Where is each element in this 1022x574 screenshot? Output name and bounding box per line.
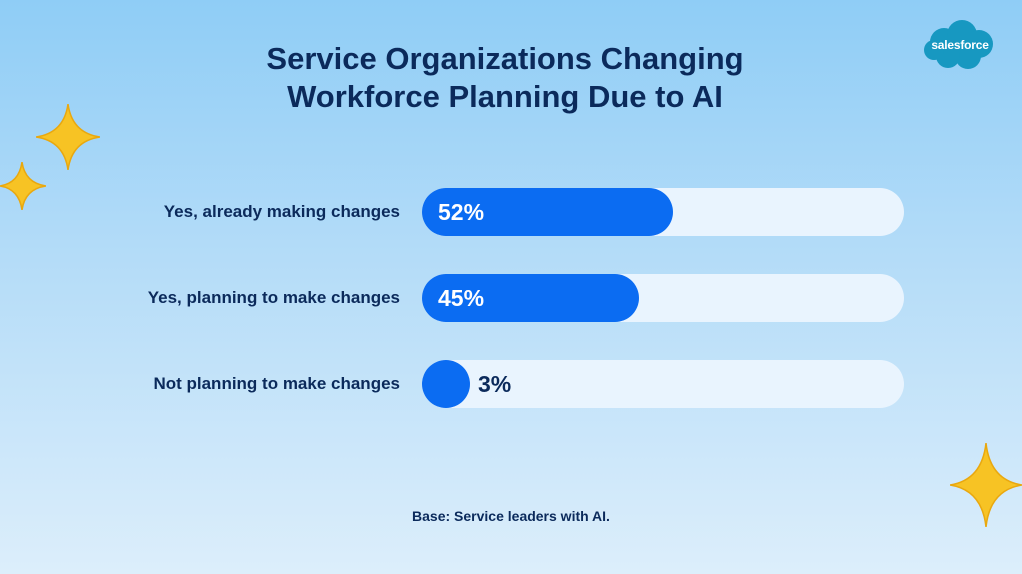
sparkle-icon [950,443,1022,527]
bar-track: 52% [422,188,904,236]
sparkle-icon [0,162,46,210]
bar [422,274,639,322]
chart-title-line-1: Service Organizations Changing [266,41,744,76]
value-label: 3% [478,371,512,397]
category-label: Not planning to make changes [153,374,400,393]
bar-track: 3% [422,360,904,408]
bar-track: 45% [422,274,904,322]
salesforce-cloud-logo [924,20,993,69]
value-label: 52% [438,199,485,225]
category-label: Yes, already making changes [163,202,400,221]
bar [422,188,673,236]
chart-title: Service Organizations Changing Workforce… [0,40,1010,116]
bar [422,360,470,408]
category-label: Yes, planning to make changes [147,288,400,307]
salesforce-logo-text: salesforce [931,38,989,52]
sparkle-icon [36,104,100,170]
value-label: 45% [438,285,485,311]
chart-title-line-2: Workforce Planning Due to AI [287,79,723,114]
footnote: Base: Service leaders with AI. [412,508,610,524]
